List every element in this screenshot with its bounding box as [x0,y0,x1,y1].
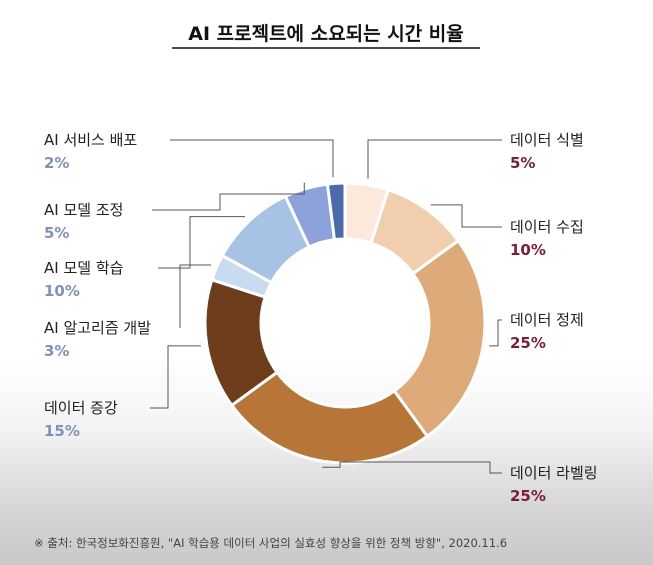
value-label-6: 3% [44,342,69,360]
value-label-5: 15% [44,422,80,440]
category-label-1: 데이터 식별 [510,131,584,149]
leader-line-5 [150,346,201,408]
leader-line-1 [368,140,502,179]
category-label-5: 데이터 증강 [44,399,118,417]
value-label-2: 10% [510,241,546,259]
category-label-3: 데이터 정제 [510,311,584,329]
category-label-9: AI 서비스 배포 [44,131,137,149]
slice-4 [232,372,428,463]
value-label-9: 2% [44,154,69,172]
leader-line-9 [170,140,333,177]
value-label-1: 5% [510,154,535,172]
leader-line-3 [489,320,502,346]
category-label-8: AI 모델 조정 [44,201,123,219]
category-label-6: AI 알고리즘 개발 [44,319,151,337]
source-note: ※ 출처: 한국정보화진흥원, "AI 학습용 데이터 사업의 실효성 향상을 … [34,536,507,550]
category-label-2: 데이터 수집 [510,218,584,236]
category-label-4: 데이터 라벨링 [510,464,598,482]
category-label-7: AI 모델 학습 [44,259,123,277]
value-label-8: 5% [44,224,69,242]
value-label-7: 10% [44,282,80,300]
value-label-4: 25% [510,487,546,505]
chart-title: AI 프로젝트에 소요되는 시간 비율 [188,23,463,45]
value-label-3: 25% [510,334,546,352]
slice-3 [394,241,485,437]
